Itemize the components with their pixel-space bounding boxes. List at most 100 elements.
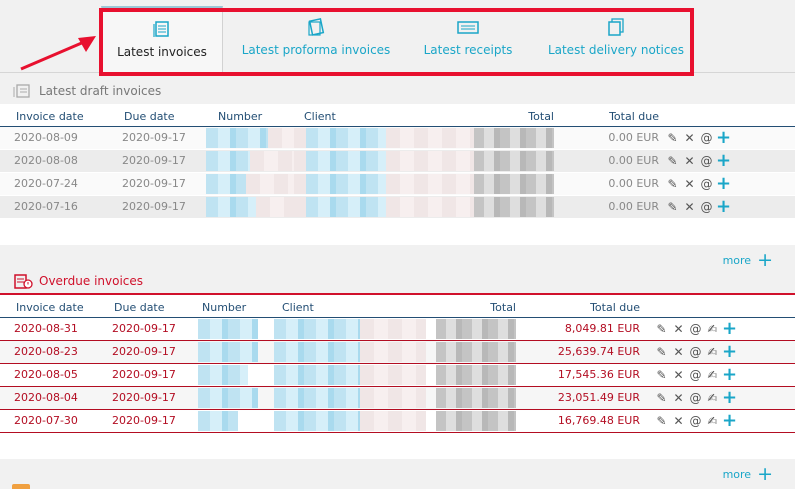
draft-invoices-table: Invoice date Due date Number Client Tota… [0,104,795,219]
edit-icon[interactable]: ✎ [656,390,667,405]
invoice-date: 2020-08-31 [0,317,98,341]
edit-icon[interactable]: ✎ [656,367,667,382]
row-actions: ✎ ✕ @ + [659,196,795,217]
payment-icon[interactable]: ✍ [707,413,718,428]
edit-icon[interactable]: ✎ [667,199,678,214]
add-icon[interactable]: + [715,150,732,171]
col-total-due[interactable]: Total due [590,300,640,314]
table-header-row: Invoice date Due date Number Client Tota… [0,295,795,317]
overdue-invoices-panel: Overdue invoices Invoice date Due date N… [0,269,795,459]
email-icon[interactable]: @ [689,344,702,359]
table-row[interactable]: 2020-08-08 2020-09-17 0.00 EUR ✎ ✕ @ + [0,149,795,173]
row-actions: ✎ ✕ @ ✍ + [640,318,795,339]
email-icon[interactable]: @ [689,413,702,428]
draft-invoice-icon [13,84,30,98]
total-due: 16,769.48 EUR [516,409,640,433]
draft-invoices-panel: Latest draft invoices Invoice date Due d… [0,78,795,245]
edit-icon[interactable]: ✎ [667,153,678,168]
row-actions: ✎ ✕ @ ✍ + [640,341,795,362]
delete-icon[interactable]: ✕ [673,321,684,336]
delete-icon[interactable]: ✕ [684,199,695,214]
delivery-notice-icon [608,18,624,36]
add-icon[interactable]: + [715,127,732,148]
edit-icon[interactable]: ✎ [656,321,667,336]
due-date: 2020-09-17 [110,126,206,150]
due-date: 2020-09-17 [110,149,206,173]
redacted-total [426,386,516,410]
col-client[interactable]: Client [282,300,314,314]
redacted-client [294,149,474,173]
redacted-total [426,317,516,341]
delete-icon[interactable]: ✕ [684,153,695,168]
table-row[interactable]: 2020-08-31 2020-09-17 8,049.81 EUR ✎ ✕ @… [0,317,795,341]
table-row[interactable]: 2020-07-30 2020-09-17 16,769.48 EUR ✎ ✕ … [0,409,795,433]
col-due-date[interactable]: Due date [114,300,165,314]
add-icon[interactable]: + [721,341,738,362]
tab-latest-invoices[interactable]: Latest invoices [101,6,223,74]
edit-icon[interactable]: ✎ [656,413,667,428]
document-tabs: Latest invoices Latest proforma invoices… [0,0,795,74]
delete-icon[interactable]: ✕ [673,367,684,382]
email-icon[interactable]: @ [689,390,702,405]
overdue-invoices-header: Overdue invoices [0,269,795,295]
table-row[interactable]: 2020-07-16 2020-09-17 0.00 EUR ✎ ✕ @ + [0,195,795,219]
redacted-number [206,149,294,173]
draft-more-link[interactable]: more + [723,249,773,271]
table-row[interactable]: 2020-07-24 2020-09-17 0.00 EUR ✎ ✕ @ + [0,172,795,196]
invoice-date: 2020-08-05 [0,363,98,387]
table-row[interactable]: 2020-08-09 2020-09-17 0.00 EUR ✎ ✕ @ + [0,126,795,150]
payment-icon[interactable]: ✍ [707,321,718,336]
email-icon[interactable]: @ [689,367,702,382]
tab-latest-proforma-invoices[interactable]: Latest proforma invoices [230,6,402,73]
delete-icon[interactable]: ✕ [673,344,684,359]
edit-icon[interactable]: ✎ [667,130,678,145]
add-icon[interactable]: + [721,410,738,431]
delete-icon[interactable]: ✕ [684,176,695,191]
add-icon[interactable]: + [721,387,738,408]
total-due: 23,051.49 EUR [516,386,640,410]
delete-icon[interactable]: ✕ [673,413,684,428]
col-total-due[interactable]: Total due [609,109,659,123]
delete-icon[interactable]: ✕ [684,130,695,145]
email-icon[interactable]: @ [700,130,713,145]
tab-latest-receipts[interactable]: Latest receipts [412,6,524,73]
overdue-more-link[interactable]: more + [723,463,773,485]
email-icon[interactable]: @ [700,153,713,168]
annotation-arrow-icon [20,36,96,71]
payment-icon[interactable]: ✍ [707,390,718,405]
add-icon[interactable]: + [715,173,732,194]
col-number[interactable]: Number [202,300,247,314]
invoice-date: 2020-08-09 [0,126,110,150]
table-row[interactable]: 2020-08-04 2020-09-17 23,051.49 EUR ✎ ✕ … [0,386,795,410]
col-client[interactable]: Client [304,109,336,123]
payment-icon[interactable]: ✍ [707,367,718,382]
edit-icon[interactable]: ✎ [656,344,667,359]
redacted-number [186,317,266,341]
col-due-date[interactable]: Due date [124,109,175,123]
email-icon[interactable]: @ [700,199,713,214]
col-total[interactable]: Total [490,300,516,314]
col-total[interactable]: Total [528,109,554,123]
redacted-number [206,126,294,150]
tab-latest-delivery-notices[interactable]: Latest delivery notices [540,6,692,73]
overdue-invoice-icon [14,274,33,289]
table-row[interactable]: 2020-08-23 2020-09-17 25,639.74 EUR ✎ ✕ … [0,340,795,364]
total-due: 0.00 EUR [554,195,659,219]
delete-icon[interactable]: ✕ [673,390,684,405]
redacted-client [266,340,426,364]
col-number[interactable]: Number [218,109,263,123]
col-invoice-date[interactable]: Invoice date [16,300,84,314]
due-date: 2020-09-17 [110,172,206,196]
redacted-client [266,317,426,341]
email-icon[interactable]: @ [689,321,702,336]
edit-icon[interactable]: ✎ [667,176,678,191]
table-row[interactable]: 2020-08-05 2020-09-17 17,545.36 EUR ✎ ✕ … [0,363,795,387]
col-invoice-date[interactable]: Invoice date [16,109,84,123]
add-icon[interactable]: + [715,196,732,217]
redacted-total [474,126,554,150]
payment-icon[interactable]: ✍ [707,344,718,359]
email-icon[interactable]: @ [700,176,713,191]
add-icon[interactable]: + [721,318,738,339]
plus-icon: + [757,249,773,271]
add-icon[interactable]: + [721,364,738,385]
